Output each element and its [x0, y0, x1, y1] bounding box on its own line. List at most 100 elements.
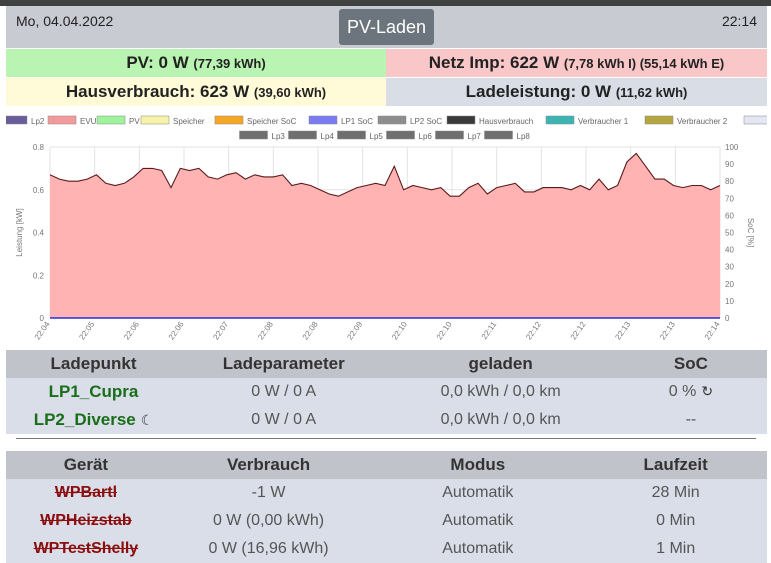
- geraet-laufzeit: 1 Min: [584, 535, 767, 563]
- x-tick-label: 22:10: [390, 320, 409, 342]
- legend-swatch: [386, 130, 415, 140]
- y2-tick-label: 90: [725, 160, 734, 169]
- y-tick-label: 0: [40, 314, 45, 323]
- x-tick-label: 22:06: [122, 320, 141, 342]
- x-tick-label: 22:07: [211, 320, 230, 342]
- geraet-laufzeit: 0 Min: [584, 507, 767, 535]
- ladepunkt-header-row: Ladepunkt Ladeparameter geladen SoC: [6, 350, 767, 378]
- legend-swatch: [140, 115, 170, 125]
- legend-swatch: [288, 130, 317, 140]
- netz-info: Netz Imp: 622 W (7,78 kWh I) (55,14 kWh …: [386, 49, 767, 77]
- geraet-table: Gerät Verbrauch Modus Laufzeit WPBartl -…: [6, 451, 767, 563]
- legend-swatch: [484, 130, 513, 140]
- lp-name-cell[interactable]: LP1_Cupra: [6, 378, 182, 406]
- table-row[interactable]: WPTestShelly 0 W (16,96 kWh) Automatik 1…: [6, 535, 767, 563]
- lp-name[interactable]: LP1_Cupra: [48, 382, 139, 401]
- legend-label: Lp6: [419, 132, 433, 141]
- geraet-name-cell[interactable]: WPTestShelly: [6, 535, 166, 563]
- geraet-header-row: Gerät Verbrauch Modus Laufzeit: [6, 451, 767, 479]
- y2-axis-title: SoC [%]: [746, 218, 755, 247]
- legend-label: Verbraucher 1: [578, 117, 629, 126]
- x-tick-label: 22:10: [435, 320, 454, 342]
- x-tick-label: 22:05: [77, 320, 96, 342]
- geraet-verbrauch: -1 W: [165, 479, 372, 507]
- geraet-modus: Automatik: [371, 535, 585, 563]
- lp-name[interactable]: LP2_Diverse: [33, 410, 136, 429]
- x-tick-label: 22:13: [613, 320, 632, 342]
- y-axis-title: Leistung [kW]: [15, 208, 24, 256]
- x-tick-label: 22:14: [703, 320, 722, 342]
- legend-swatch: [47, 115, 77, 125]
- legend-label: LP2 SoC: [410, 117, 442, 126]
- legend-label: Hausverbrauch: [479, 117, 533, 126]
- legend-label: EVU: [80, 117, 97, 126]
- table-row[interactable]: WPHeizstab 0 W (0,00 kWh) Automatik 0 Mi…: [6, 507, 767, 535]
- mode-button[interactable]: PV-Laden: [339, 9, 434, 45]
- geraet-name-cell[interactable]: WPBartl: [6, 479, 166, 507]
- legend-label: Lp4: [321, 132, 335, 141]
- y2-tick-label: 100: [725, 143, 739, 152]
- y2-tick-label: 60: [725, 211, 734, 220]
- haus-detail: (39,60 kWh): [253, 85, 327, 100]
- y2-tick-label: 50: [725, 229, 734, 238]
- moon-icon: ☾: [140, 412, 154, 429]
- lp-param: 0 W / 0 A: [181, 406, 387, 434]
- legend-swatch: [644, 115, 674, 125]
- col-header-geladen: geladen: [386, 350, 615, 378]
- refresh-icon[interactable]: ↻: [701, 383, 714, 400]
- x-tick-label: 22:11: [480, 320, 499, 342]
- col-header-ladeparameter: Ladeparameter: [181, 350, 387, 378]
- x-tick-label: 22:08: [301, 320, 320, 342]
- hausverbrauch-series-line: [49, 152, 721, 197]
- x-tick-label: 22:13: [658, 320, 677, 342]
- lp-soc-cell: 0 % ↻: [614, 378, 767, 406]
- geraet-name-cell[interactable]: WPHeizstab: [6, 507, 166, 535]
- section-divider: [16, 438, 756, 439]
- lp-geladen: 0,0 kWh / 0,0 km: [386, 406, 615, 434]
- x-tick-label: 22:08: [256, 320, 275, 342]
- legend-label: Lp8: [517, 132, 531, 141]
- geraet-modus: Automatik: [371, 507, 585, 535]
- col-header-soc: SoC: [614, 350, 767, 378]
- ladepunkt-table: Ladepunkt Ladeparameter geladen SoC LP1_…: [6, 350, 767, 434]
- col-header-verbrauch: Verbrauch: [165, 451, 372, 479]
- pv-detail: (77,39 kWh): [193, 56, 266, 71]
- legend-swatch: [545, 115, 575, 125]
- legend-label: Speicher SoC: [247, 117, 297, 126]
- y-tick-label: 0.4: [33, 229, 45, 238]
- geraet-name[interactable]: WPBartl: [54, 484, 118, 501]
- header-bar: Mo, 04.04.2022 PV-Laden 22:14: [6, 6, 767, 48]
- header-time: 22:14: [721, 13, 757, 29]
- table-row[interactable]: WPBartl -1 W Automatik 28 Min: [6, 479, 767, 507]
- legend-swatch: [6, 115, 28, 125]
- y2-tick-label: 30: [725, 263, 734, 272]
- lp-geladen: 0,0 kWh / 0,0 km: [386, 378, 615, 406]
- top-bar: [0, 0, 771, 6]
- pv-info: PV: 0 W (77,39 kWh): [6, 49, 386, 77]
- hausverbrauch-info: Hausverbrauch: 623 W (39,60 kWh): [6, 78, 386, 106]
- x-tick-label: 22:04: [33, 320, 52, 342]
- netz-label: Netz Imp: 622 W: [428, 53, 560, 72]
- geraet-name[interactable]: WPTestShelly: [33, 540, 139, 557]
- haus-label: Hausverbrauch: 623 W: [65, 82, 250, 101]
- legend-swatch: [96, 115, 126, 125]
- geraet-modus: Automatik: [371, 479, 585, 507]
- geraet-name[interactable]: WPHeizstab: [40, 512, 132, 529]
- lp-soc: --: [614, 406, 767, 434]
- table-row[interactable]: LP2_Diverse ☾ 0 W / 0 A 0,0 kWh / 0,0 km …: [6, 406, 767, 434]
- legend-swatch: [377, 115, 407, 125]
- x-tick-label: 22:12: [569, 320, 588, 342]
- lp-name-cell[interactable]: LP2_Diverse ☾: [6, 406, 182, 434]
- y-tick-label: 0.2: [33, 271, 45, 280]
- legend-label: PV: [129, 117, 140, 126]
- y2-tick-label: 10: [725, 297, 734, 306]
- legend-label: Lp5: [370, 132, 384, 141]
- y2-tick-label: 70: [725, 194, 734, 203]
- x-tick-label: 22:09: [345, 320, 364, 342]
- legend-label: Lp7: [468, 132, 482, 141]
- geraet-verbrauch: 0 W (0,00 kWh): [165, 507, 372, 535]
- lade-detail: (11,62 kWh): [615, 85, 688, 100]
- table-row[interactable]: LP1_Cupra 0 W / 0 A 0,0 kWh / 0,0 km 0 %…: [6, 378, 767, 406]
- legend-swatch: [308, 115, 338, 125]
